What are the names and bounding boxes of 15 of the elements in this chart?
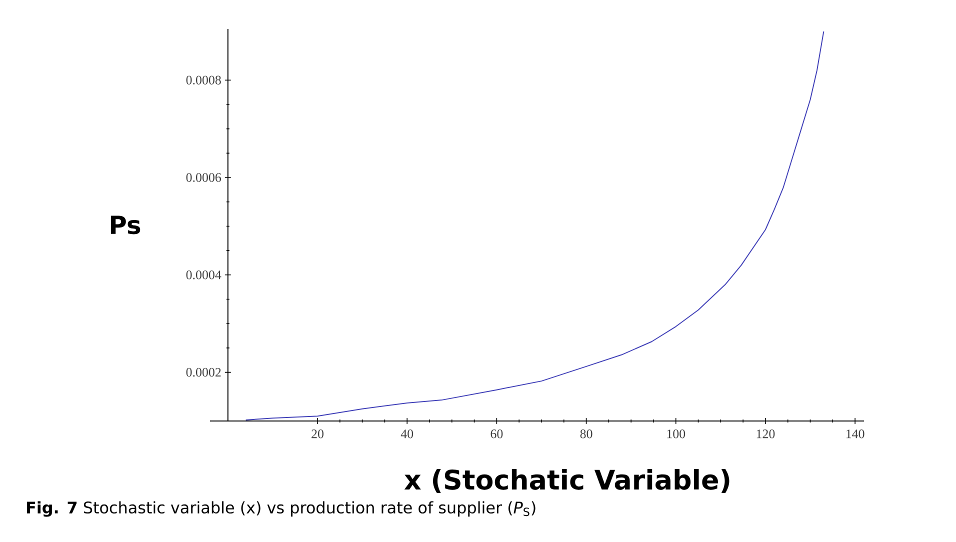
x-tick-label: 100 xyxy=(667,430,686,438)
x-tick-label: 20 xyxy=(312,430,324,438)
y-tick-label: 0.0006 xyxy=(186,173,222,182)
x-tick-label: 40 xyxy=(400,430,414,438)
x-tick-label: 80 xyxy=(580,430,592,438)
line-series xyxy=(245,30,824,421)
x-tick-label: 140 xyxy=(846,430,864,438)
y-tick-label: 0.0008 xyxy=(186,76,221,85)
y-tick-label: 0.0004 xyxy=(186,270,222,280)
y-tick-label: 0.0002 xyxy=(186,368,221,377)
y-axis-title: Ps xyxy=(110,216,140,234)
x-axis-title: x (Stochatic Variable) xyxy=(404,469,730,493)
text: Fig. 7 Stochastic variable (x) vs production rate of supplier (P$_{S}$) xyxy=(26,501,536,517)
x-tick-label: 120 xyxy=(756,430,775,438)
x-tick-label: 60 xyxy=(490,430,503,438)
